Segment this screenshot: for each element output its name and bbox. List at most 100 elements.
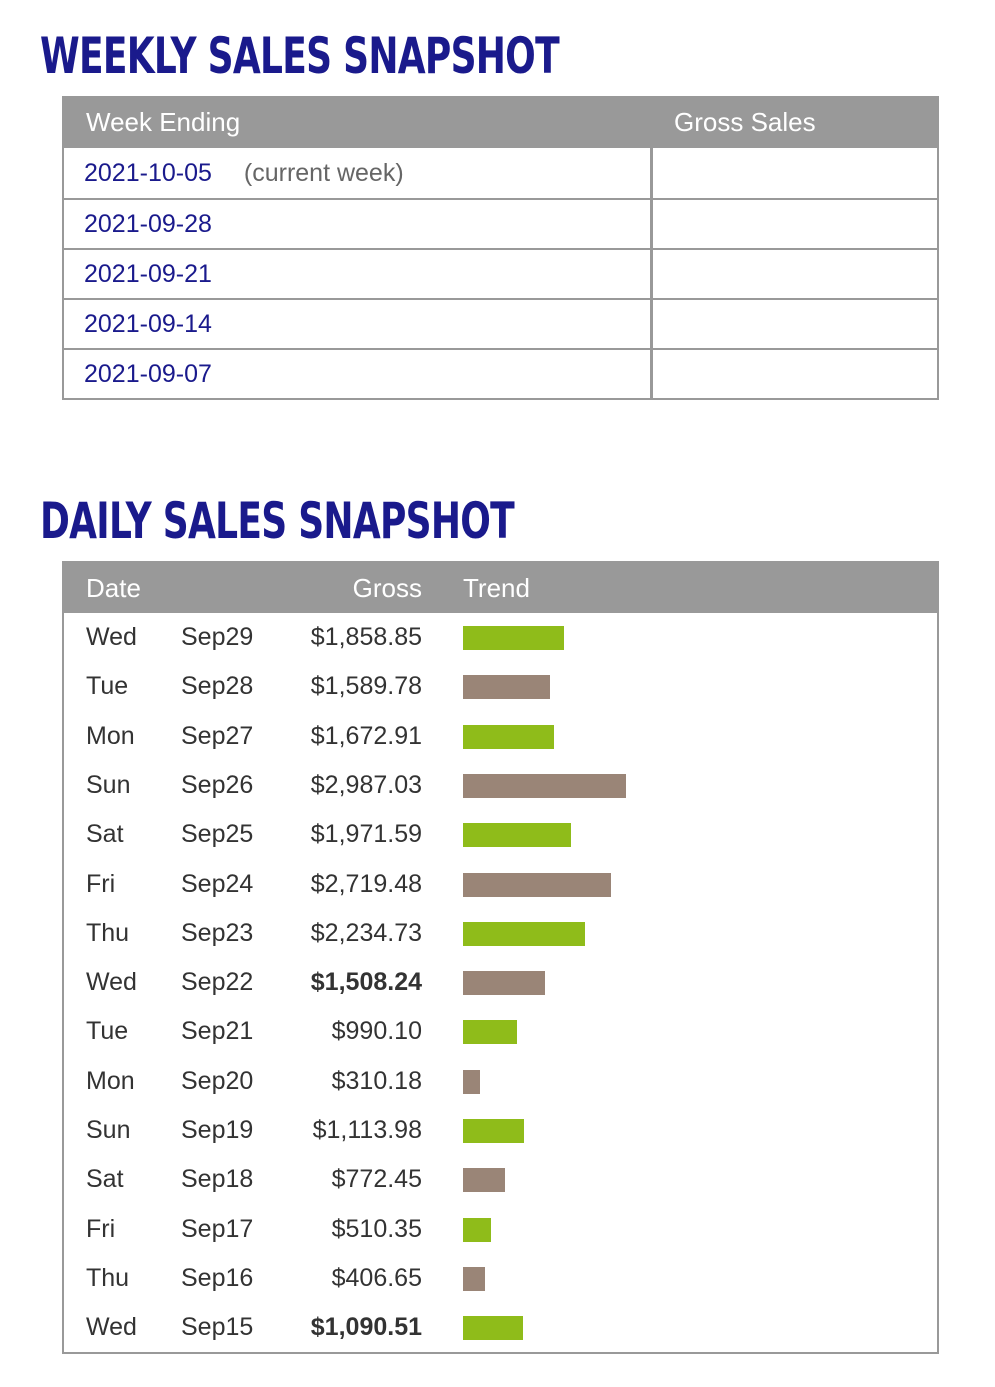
table-row: Fri Sep24 $2,719.48 [64,860,937,909]
week-ending-date[interactable]: 2021-09-28 [84,209,212,238]
table-row: 2021-09-28 [64,198,937,248]
table-row: Mon Sep20 $310.18 [64,1057,937,1106]
day-of-week: Wed [86,968,137,997]
date-cell: Sep24 [181,869,254,898]
table-row: Mon Sep27 $1,672.91 [64,712,937,761]
gross-sales-cell [653,300,937,348]
week-ending-cell: 2021-09-21 [64,250,653,298]
week-ending-cell: 2021-09-07 [64,350,653,398]
table-row: Sun Sep26 $2,987.03 [64,761,937,810]
daily-sales-title: DAILY SALES SNAPSHOT [40,492,515,550]
day-of-week: Tue [86,672,129,701]
day-of-week: Wed [86,1313,137,1342]
gross-cell: $1,858.85 [310,623,422,651]
date-cell: Sep29 [181,623,254,651]
date-cell: Sep28 [181,672,254,701]
week-ending-cell: 2021-09-14 [64,300,653,348]
table-row: Thu Sep16 $406.65 [64,1254,937,1303]
date-cell: Sep22 [181,968,254,997]
week-ending-cell: 2021-09-28 [64,200,653,248]
day-of-week: Sat [86,820,124,849]
week-ending-cell: 2021-10-05 (current week) [64,148,653,198]
weekly-table-header: Week Ending Gross Sales [64,96,937,148]
trend-bar [463,1020,517,1045]
date-cell: Sep25 [181,820,254,849]
day-of-week: Mon [86,1066,135,1095]
gross-cell: $1,672.91 [310,721,422,750]
day-of-week: Wed [86,623,137,651]
trend-bar [463,1266,485,1291]
gross-cell: $772.45 [331,1165,422,1194]
week-ending-date[interactable]: 2021-09-14 [84,309,212,338]
day-of-week: Thu [86,918,130,947]
table-row: Wed Sep15 $1,090.51 [64,1303,937,1352]
trend-bar [463,1316,523,1341]
trend-bar [463,1168,505,1193]
gross-cell: $1,589.78 [310,672,422,701]
table-row: Sat Sep25 $1,971.59 [64,810,937,859]
day-of-week: Thu [86,1263,130,1292]
table-row: Sat Sep18 $772.45 [64,1155,937,1204]
trend-bar [463,675,550,700]
daily-table-header: Date Gross Trend [64,561,937,613]
trend-bar [463,724,554,749]
date-cell: Sep23 [181,918,254,947]
gross-cell: $2,719.48 [310,869,422,898]
date-cell: Sep21 [181,1017,254,1046]
week-note: (current week) [243,158,404,187]
week-ending-date[interactable]: 2021-10-05 [84,158,212,187]
table-row: Fri Sep17 $510.35 [64,1205,937,1254]
trend-bar [463,1217,491,1242]
gross-sales-cell [653,350,937,398]
trend-bar [463,823,571,848]
date-cell: Sep15 [181,1313,254,1342]
gross-cell: $2,234.73 [310,918,422,947]
table-row: Tue Sep28 $1,589.78 [64,662,937,711]
table-row: 2021-09-21 [64,248,937,298]
date-cell: Sep26 [181,770,254,799]
day-of-week: Fri [86,1214,116,1243]
date-header: Date [86,573,141,603]
gross-cell: $310.18 [331,1066,422,1095]
gross-sales-header: Gross Sales [674,106,816,137]
weekly-sales-title: WEEKLY SALES SNAPSHOT [40,27,560,85]
trend-bar [463,626,564,650]
week-ending-date[interactable]: 2021-09-21 [84,259,212,288]
gross-cell: $1,090.51 [310,1313,422,1342]
day-of-week: Sat [86,1165,124,1194]
gross-cell: $990.10 [331,1017,422,1046]
table-row: Tue Sep21 $990.10 [64,1007,937,1056]
day-of-week: Sun [86,770,131,799]
trend-bar [463,971,545,996]
day-of-week: Fri [86,869,116,898]
gross-sales-cell [653,250,937,298]
trend-bar [463,773,626,798]
table-row: 2021-09-07 [64,348,937,398]
gross-cell: $2,987.03 [310,770,422,799]
trend-bar [463,1119,524,1143]
weekly-sales-table: Week Ending Gross Sales 2021-10-05 (curre… [62,96,939,400]
table-row: Thu Sep23 $2,234.73 [64,909,937,958]
date-cell: Sep19 [181,1116,254,1144]
date-cell: Sep27 [181,721,254,750]
date-cell: Sep16 [181,1263,254,1292]
gross-header: Gross [352,573,422,603]
day-of-week: Sun [86,1116,131,1144]
gross-cell: $1,113.98 [312,1116,422,1144]
gross-cell: $406.65 [331,1263,422,1292]
gross-sales-cell [653,148,937,198]
week-ending-date[interactable]: 2021-09-07 [84,359,212,388]
gross-sales-cell [653,200,937,248]
gross-cell: $510.35 [331,1214,422,1243]
table-row: 2021-10-05 (current week) [64,148,937,198]
trend-bar [463,1069,480,1094]
week-ending-header: Week Ending [86,106,241,137]
gross-cell: $1,508.24 [310,968,422,997]
table-row: 2021-09-14 [64,298,937,348]
date-cell: Sep17 [181,1214,254,1243]
trend-bar [463,921,585,946]
day-of-week: Mon [86,721,135,750]
trend-bar [463,872,611,897]
daily-sales-table: Date Gross Trend Wed Sep29 $1,858.85 Tue Sep… [62,561,939,1354]
trend-header: Trend [463,573,530,603]
